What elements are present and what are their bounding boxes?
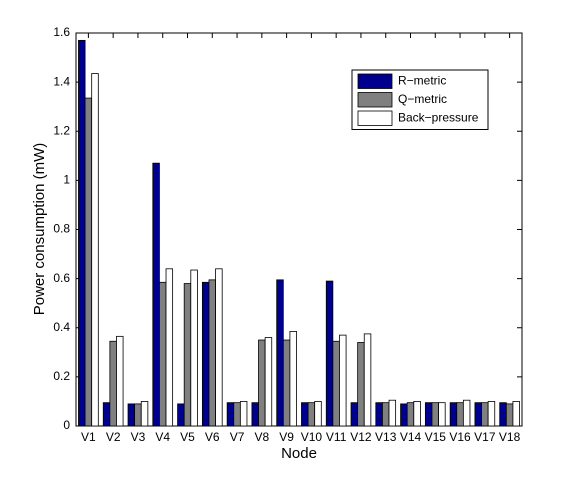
bar [438,402,446,427]
x-tick-label: V14 [400,430,422,444]
bar [462,399,471,427]
bar [332,340,340,427]
x-tick-label: V2 [106,430,121,444]
bar [487,401,496,427]
x-tick-label: V4 [155,430,170,444]
x-tick-label: V8 [254,430,269,444]
bar [431,402,439,427]
x-tick-label: V1 [81,430,96,444]
legend-label: Q−metric [398,92,447,106]
y-axis-title: Power consumption (mW) [31,143,48,316]
bar [258,339,266,427]
bar [208,279,216,427]
bar [91,73,99,427]
bar [282,339,291,427]
bar [78,39,86,427]
legend-swatch [357,73,393,89]
y-tick-label: 1 [63,173,70,187]
bar [339,334,347,427]
y-tick-label: 0.4 [53,320,70,334]
bar [152,162,160,427]
bar [474,402,482,427]
bar [233,402,241,427]
bar [251,402,259,427]
x-tick-label: V5 [180,430,195,444]
bar [499,402,507,427]
x-axis-title: Node [281,445,317,462]
x-tick-label: V7 [230,430,245,444]
bar [301,402,309,427]
bar [424,402,433,427]
bar [127,403,136,427]
bar [400,403,408,427]
x-tick-label: V16 [449,430,471,444]
y-tick-label: 0.2 [53,369,70,383]
bar [264,337,273,427]
bar [505,403,514,427]
bar [140,401,149,427]
bar [325,280,334,427]
bar [165,268,174,427]
y-tick-label: 0.6 [53,271,70,285]
y-tick-label: 1.4 [53,74,70,88]
bar [449,402,458,427]
y-tick-label: 0.8 [53,222,70,236]
x-tick-label: V9 [279,430,294,444]
bar [84,97,93,427]
x-tick-label: V17 [474,430,496,444]
bar [363,333,372,427]
x-tick-label: V11 [326,430,347,444]
bar [375,402,383,427]
bar [413,401,421,427]
bar [307,402,316,427]
bar [226,402,235,427]
bar [190,269,198,427]
legend-label: Back−pressure [398,110,479,124]
bar [159,281,167,427]
x-tick-label: V6 [205,430,220,444]
bar [456,402,464,427]
bar [109,340,117,427]
bar [183,283,192,427]
bar [201,281,210,427]
bar [215,268,223,427]
y-tick-label: 1.2 [53,123,70,137]
bar [357,342,365,427]
bar [116,335,124,427]
x-tick-label: V12 [350,430,372,444]
bar [239,401,248,427]
bar [350,402,359,427]
x-tick-label: V3 [131,430,146,444]
y-tick-label: 0 [63,418,70,432]
x-tick-label: V13 [375,430,397,444]
legend-swatch [357,110,393,126]
bar [382,402,390,427]
legend-label: R−metric [398,73,446,87]
bar [276,279,284,427]
bar [102,402,111,427]
bar [406,402,415,427]
legend-swatch [357,92,393,108]
y-tick-label: 1.6 [53,25,70,39]
x-tick-label: V10 [301,430,323,444]
bar [481,402,489,427]
x-tick-label: V18 [499,430,521,444]
bar [134,403,142,427]
bar [289,331,297,427]
bar [314,401,322,427]
bar [388,399,397,427]
x-tick-label: V15 [425,430,447,444]
bar [512,401,520,427]
bar [177,403,185,427]
